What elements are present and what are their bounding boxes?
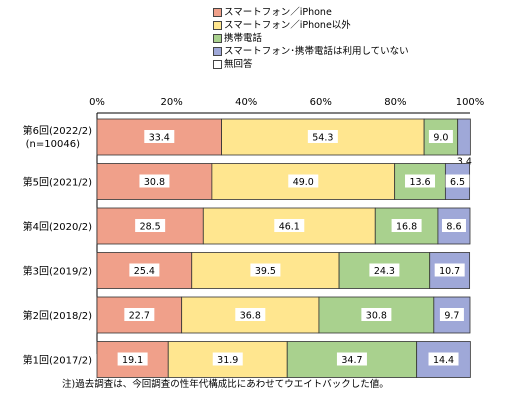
data-label-box — [307, 130, 338, 143]
data-label-box — [288, 174, 319, 188]
data-label-box — [369, 263, 400, 277]
data-label: 19.1 — [122, 355, 143, 366]
data-label-box — [250, 263, 281, 277]
data-label: 54.3 — [312, 133, 333, 144]
data-label: 3.4 — [457, 157, 472, 168]
data-label: 30.8 — [366, 311, 387, 322]
legend-item: 無回答 — [213, 58, 409, 71]
legend-item: スマートフォン／iPhone — [213, 6, 409, 19]
data-label: 22.7 — [129, 311, 150, 322]
data-label-box — [117, 352, 148, 366]
x-tick-label: 80% — [384, 97, 406, 108]
data-label: 24.3 — [374, 266, 395, 277]
legend-swatch — [213, 47, 222, 56]
data-label: 16.8 — [396, 222, 417, 233]
legend-label: スマートフォン／iPhone — [224, 7, 332, 18]
data-label-box — [129, 263, 160, 277]
category-label: 第6回(2022/2) — [23, 124, 92, 137]
data-label: 10.7 — [439, 266, 460, 277]
data-label-box — [144, 130, 175, 143]
data-label-box — [274, 219, 305, 232]
data-label: 13.6 — [409, 177, 430, 188]
legend-item: スマートフォン･携帯電話は利用していない — [213, 45, 409, 58]
category-label: 第3回(2019/2) — [23, 265, 92, 278]
legend-label: スマートフォン／iPhone以外 — [224, 20, 351, 31]
x-tick-label: 20% — [160, 97, 182, 108]
category-label: 第1回(2017/2) — [23, 354, 92, 367]
data-label: 14.4 — [433, 355, 454, 366]
data-label: 31.9 — [217, 355, 238, 366]
legend-label: スマートフォン･携帯電話は利用していない — [224, 46, 409, 57]
legend-label: 携帯電話 — [224, 33, 263, 44]
data-label-box — [139, 174, 170, 188]
data-label: 9.7 — [444, 311, 459, 322]
category-label: 第5回(2021/2) — [23, 176, 92, 189]
data-label-box — [124, 308, 155, 321]
legend-label: 無回答 — [224, 59, 253, 70]
legend-item: 携帯電話 — [213, 32, 409, 45]
data-label: 39.5 — [255, 266, 276, 277]
data-label-box — [428, 130, 453, 143]
data-label: 30.8 — [144, 177, 165, 188]
data-label: 6.5 — [450, 177, 465, 188]
data-label-box — [361, 308, 392, 321]
legend-swatch — [213, 21, 222, 30]
data-label-box — [439, 308, 464, 321]
data-label-box — [235, 308, 266, 321]
data-label: 28.5 — [140, 222, 161, 233]
data-label: 34.7 — [341, 355, 362, 366]
x-tick-label: 60% — [310, 97, 332, 108]
bar-segment — [96, 163, 213, 200]
data-label-box — [441, 219, 466, 232]
data-label-box — [445, 174, 470, 188]
chart-legend: スマートフォン／iPhone スマートフォン／iPhone以外 携帯電話 スマー… — [213, 6, 409, 71]
legend-swatch — [213, 34, 222, 43]
bar-segment — [457, 118, 471, 156]
data-label-box — [405, 174, 436, 188]
data-label: 9.0 — [433, 133, 448, 144]
category-label: 第2回(2018/2) — [23, 309, 92, 322]
data-label-box — [428, 352, 459, 366]
data-label: 49.0 — [293, 177, 314, 188]
category-sublabel: (n=10046) — [26, 139, 80, 150]
data-label: 36.8 — [240, 311, 261, 322]
x-tick-label: 100% — [456, 97, 485, 108]
data-label: 46.1 — [279, 222, 300, 233]
data-label: 33.4 — [149, 133, 170, 144]
legend-swatch — [213, 60, 222, 69]
data-label: 25.4 — [134, 266, 155, 277]
legend-item: スマートフォン／iPhone以外 — [213, 19, 409, 32]
data-label-box — [391, 219, 422, 232]
data-label: 8.6 — [446, 222, 461, 233]
data-label-box — [336, 352, 367, 366]
category-label: 第4回(2020/2) — [23, 220, 92, 233]
data-label-box — [135, 219, 166, 232]
footnote: 注)過去調査は、今回調査の性年代構成比にあわせてウエイトバックした値。 — [62, 379, 389, 390]
x-tick-label: 40% — [235, 97, 257, 108]
data-label-box — [212, 352, 243, 366]
legend-swatch — [213, 8, 222, 17]
data-label-box — [434, 263, 465, 277]
x-tick-label: 0% — [89, 97, 105, 108]
